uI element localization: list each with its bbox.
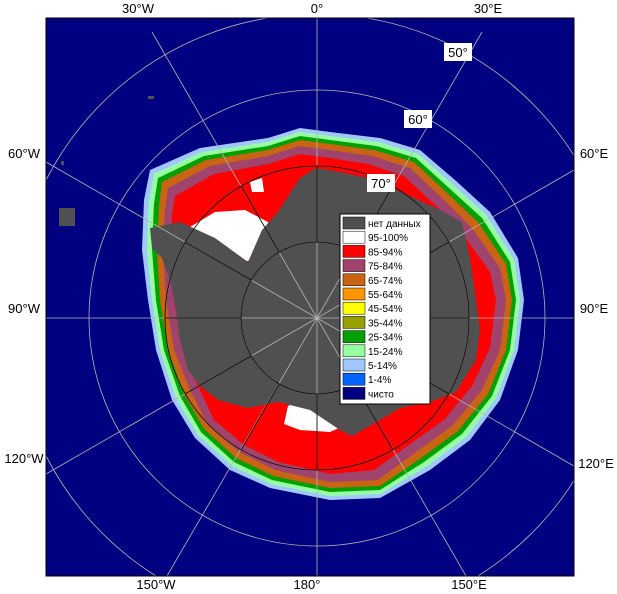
legend-swatch	[342, 372, 366, 386]
lat-label-60: 60°	[404, 110, 432, 128]
legend-label: 1-4%	[368, 375, 391, 386]
legend-label: 85-94%	[368, 247, 403, 258]
lon-label-150e: 150°E	[451, 577, 487, 592]
legend-label: 15-24%	[368, 347, 403, 358]
lon-label-30e: 30°E	[474, 1, 503, 16]
legend-swatch	[342, 273, 366, 287]
legend-label: 5-14%	[368, 361, 397, 372]
lon-label-90e: 90°E	[580, 301, 609, 316]
legend-label: 75-84%	[368, 262, 403, 273]
legend-label: 45-54%	[368, 304, 403, 315]
ice-95-100-weddell	[185, 210, 268, 262]
lon-label-120e: 120°E	[578, 456, 614, 471]
no-data-fragment-3	[61, 161, 64, 165]
lon-label-0: 0°	[311, 1, 323, 16]
legend: нет данных 95-100% 85-94% 75-84% 65-74% 55-64…	[339, 213, 431, 405]
ice-95-100-weddell-small	[250, 178, 264, 192]
legend-label: 35-44%	[368, 318, 403, 329]
legend-swatch	[342, 287, 366, 301]
lon-label-120w: 120°W	[4, 451, 44, 466]
lon-label-90w: 90°W	[8, 301, 41, 316]
lat-label-70: 70°	[367, 174, 395, 192]
lon-label-60w: 60°W	[8, 146, 41, 161]
legend-swatch	[342, 301, 366, 315]
legend-swatch	[342, 387, 366, 400]
legend-label: 65-74%	[368, 276, 403, 287]
no-data-fragment-2	[148, 96, 154, 99]
legend-label: нет данных	[368, 219, 421, 230]
legend-swatch	[342, 259, 366, 272]
legend-swatch	[342, 245, 366, 258]
no-data-fragment-1	[59, 208, 75, 226]
legend-swatch	[342, 358, 366, 372]
legend-swatch	[342, 344, 366, 358]
legend-label: 25-34%	[368, 333, 403, 344]
svg-text:70°: 70°	[371, 176, 391, 191]
map-border	[45, 17, 575, 577]
legend-swatch	[342, 230, 366, 244]
legend-swatch	[342, 216, 366, 230]
lon-label-30w: 30°W	[122, 1, 155, 16]
lat-label-50: 50°	[444, 43, 472, 61]
legend-swatch	[342, 330, 366, 343]
svg-text:60°: 60°	[408, 112, 428, 127]
map-area: 50° 60° 70° нет данных 95-100% 85-94% 75-84…	[46, 18, 574, 576]
svg-text:50°: 50°	[448, 45, 468, 60]
lon-label-180: 180°	[294, 577, 321, 592]
lon-label-150w: 150°W	[136, 577, 176, 592]
legend-label: 55-64%	[368, 290, 403, 301]
legend-label: 95-100%	[368, 233, 408, 244]
legend-swatch	[342, 316, 366, 329]
lon-label-60e: 60°E	[580, 146, 609, 161]
legend-label: чисто	[368, 389, 394, 400]
